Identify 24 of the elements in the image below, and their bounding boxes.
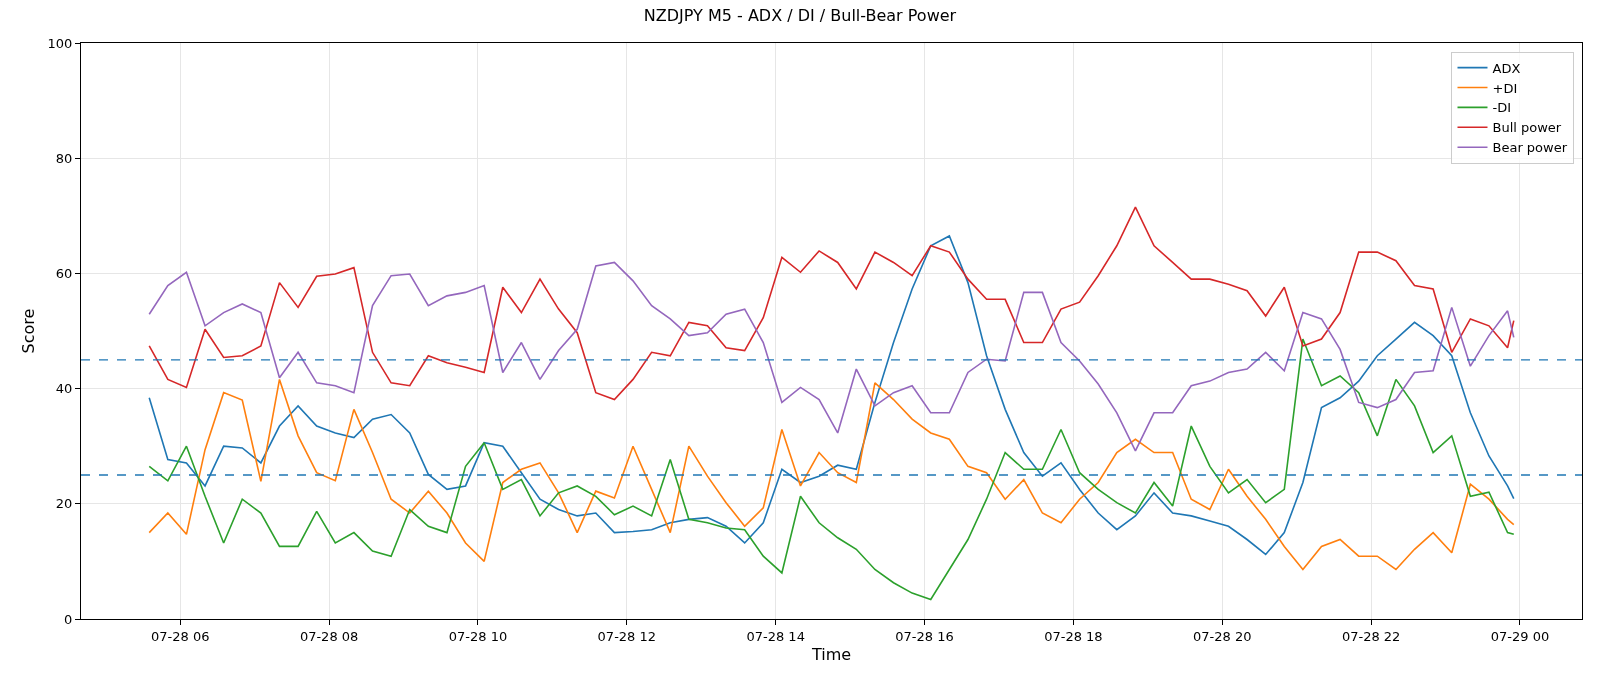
x-tick-label: 07-28 08 (299, 628, 359, 644)
legend-label: Bull power (1492, 120, 1562, 136)
x-tick-label: 07-29 00 (1490, 628, 1550, 644)
chart-title: NZDJPY M5 - ADX / DI / Bull-Bear Power (643, 6, 957, 26)
legend-label: ADX (1492, 60, 1521, 76)
y-tick-label: 100 (47, 35, 73, 51)
y-axis-title: Score (19, 308, 39, 354)
y-tick-label: 20 (55, 496, 73, 512)
x-axis-title: Time (810, 645, 852, 665)
x-tick-label: 07-28 06 (151, 628, 210, 644)
x-tick-label: 07-28 20 (1193, 628, 1252, 644)
y-tick-label: 0 (64, 611, 73, 627)
x-tick-label: 07-28 16 (895, 628, 954, 644)
y-tick-label: 60 (55, 265, 73, 281)
legend-label: -DI (1492, 100, 1512, 116)
y-tick-label: 80 (55, 150, 73, 166)
y-tick-label: 40 (55, 381, 73, 397)
legend-label: Bear power (1492, 140, 1568, 156)
x-tick-label: 07-28 22 (1341, 628, 1401, 644)
x-tick-label: 07-28 12 (597, 628, 657, 644)
x-tick-label: 07-28 14 (746, 628, 805, 644)
x-tick-label: 07-28 18 (1044, 628, 1103, 644)
x-tick-label: 07-28 10 (448, 628, 508, 644)
legend-label: +DI (1492, 80, 1518, 96)
